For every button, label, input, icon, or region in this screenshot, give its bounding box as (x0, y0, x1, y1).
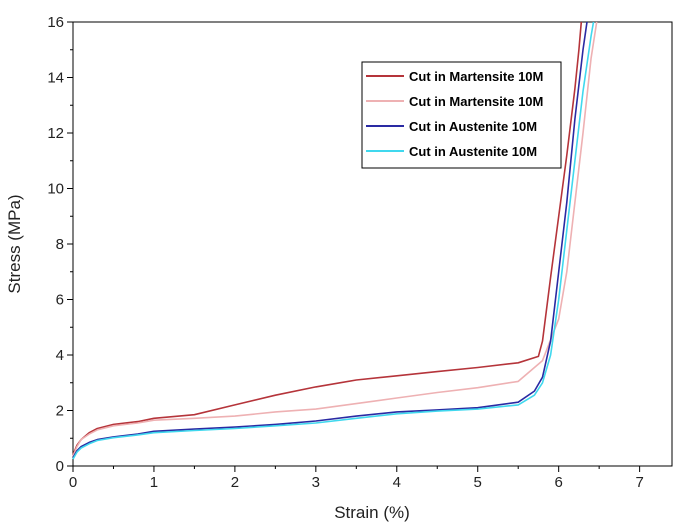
legend-items: Cut in Martensite 10M Cut in Martensite 1… (366, 69, 543, 159)
y-tick-label: 12 (47, 125, 64, 142)
series-line-1 (72, 21, 583, 456)
series-line-4 (72, 21, 595, 460)
x-axis-title: Strain (%) (334, 503, 410, 522)
series-line-3 (72, 21, 588, 459)
legend: Cut in Martensite 10M Cut in Martensite 1… (361, 61, 562, 169)
legend-label-2: Cut in Martensite 10M (409, 94, 543, 109)
series-line-2 (72, 21, 598, 457)
series-layer (72, 21, 598, 460)
legend-label-1: Cut in Martensite 10M (409, 69, 543, 84)
y-tick-label: 16 (47, 14, 64, 31)
y-tick-label: 4 (56, 347, 64, 364)
x-tick-label: 3 (312, 474, 320, 491)
x-tick-label: 7 (635, 474, 643, 491)
x-tick-label: 4 (393, 474, 401, 491)
y-axis-title: Stress (MPa) (5, 194, 24, 293)
y-tick-label: 0 (56, 458, 64, 475)
y-tick-label: 8 (56, 236, 64, 253)
y-tick-label: 10 (47, 181, 64, 198)
y-tick-label: 6 (56, 292, 64, 309)
x-tick-label: 0 (69, 474, 77, 491)
x-tick-label: 5 (474, 474, 482, 491)
legend-label-3: Cut in Austenite 10M (409, 119, 537, 134)
x-tick-label: 2 (231, 474, 239, 491)
y-tick-label: 2 (56, 403, 64, 420)
x-tick-label: 1 (150, 474, 158, 491)
legend-label-4: Cut in Austenite 10M (409, 144, 537, 159)
x-tick-label: 6 (555, 474, 563, 491)
y-tick-label: 14 (47, 70, 64, 87)
